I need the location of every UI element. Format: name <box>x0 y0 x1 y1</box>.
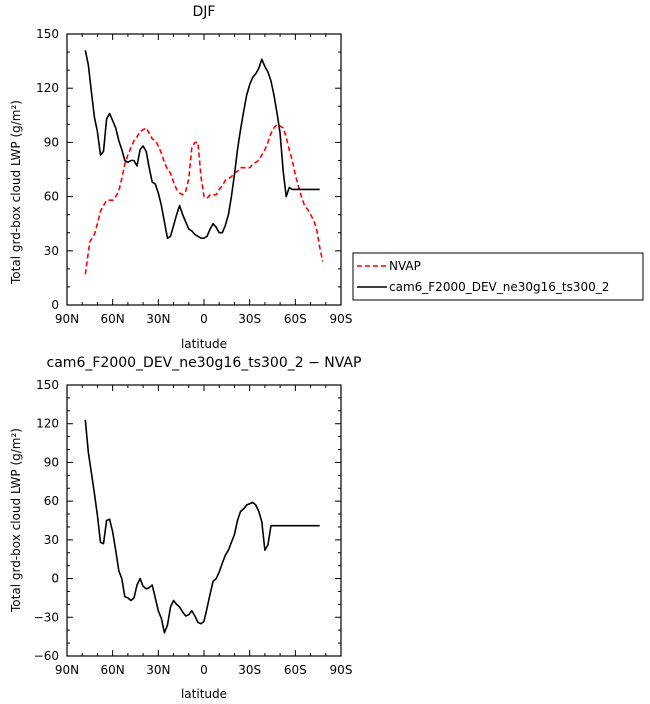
panel-1-x-ticks: 90N 60N 30N 0 30S 60S 90S <box>55 34 353 326</box>
panel-2-y-tick-label: −60 <box>34 649 59 663</box>
panel-1-title: DJF <box>193 4 216 20</box>
panel-1-series-line-1 <box>84 123 324 275</box>
panel-2-x-tick-label: 0 <box>200 663 208 677</box>
panel-2-y-tick-label: 150 <box>36 378 59 392</box>
panel-2-x-tick-label: 60S <box>284 663 307 677</box>
legend: NVAP cam6_F2000_DEV_ne30g16_ts300_2 <box>352 252 644 301</box>
panel-1-x-axis-label: latitude <box>181 337 227 351</box>
panel-1-y-axis-label: Total grd-box cloud LWP (g/m²) <box>9 100 23 285</box>
panel-2-lines <box>84 419 320 634</box>
panel-1-x-tick-label: 60N <box>101 312 125 326</box>
panel-2-y-ticks: −60 −30 0 30 60 90 120 150 <box>34 378 341 663</box>
panel-1-y-tick-label: 150 <box>36 27 59 41</box>
panel-2-series-line-1 <box>84 419 320 634</box>
legend-nvap-label: NVAP <box>389 259 421 273</box>
panel-2-title: cam6_F2000_DEV_ne30g16_ts300_2 − NVAP <box>47 355 362 371</box>
panel-2-x-tick-label: 90S <box>330 663 353 677</box>
panel-1-series-line-2 <box>84 50 320 239</box>
panel-1-y-tick-label: 60 <box>44 190 59 204</box>
panel-2-x-tick-label: 90N <box>55 663 79 677</box>
panel-1-y-tick-label: 0 <box>51 298 59 312</box>
panel-2: cam6_F2000_DEV_ne30g16_ts300_2 − NVAP −6… <box>9 355 361 701</box>
legend-cam6-label: cam6_F2000_DEV_ne30g16_ts300_2 <box>389 280 609 294</box>
panel-1-x-tick-label: 30N <box>146 312 170 326</box>
panel-2-y-tick-label: 60 <box>44 494 59 508</box>
panel-1-y-tick-label: 120 <box>36 81 59 95</box>
panel-2-x-tick-label: 30S <box>238 663 261 677</box>
panel-2-x-tick-label: 60N <box>101 663 125 677</box>
panel-2-y-tick-label: −30 <box>34 610 59 624</box>
legend-box <box>352 252 644 301</box>
panel-2-y-axis-label: Total grd-box cloud LWP (g/m²) <box>9 428 23 613</box>
panel-1: DJF 0 30 60 90 120 150 90N 60N 30N 0 30S 60S 90S la… <box>9 4 352 351</box>
panel-1-y-ticks: 0 30 60 90 120 150 <box>36 27 341 312</box>
panel-2-x-axis-label: latitude <box>181 687 227 701</box>
panel-1-y-tick-label: 90 <box>44 135 59 149</box>
panel-1-x-tick-label: 90N <box>55 312 79 326</box>
panel-2-y-tick-label: 90 <box>44 455 59 469</box>
panel-2-y-tick-label: 30 <box>44 533 59 547</box>
panel-2-x-ticks: 90N 60N 30N 0 30S 60S 90S <box>55 385 353 677</box>
panel-1-x-tick-label: 30S <box>238 312 261 326</box>
panel-2-y-tick-label: 120 <box>36 417 59 431</box>
panel-2-y-tick-label: 0 <box>51 572 59 586</box>
panel-1-x-tick-label: 60S <box>284 312 307 326</box>
panel-1-y-tick-label: 30 <box>44 244 59 258</box>
panel-2-x-tick-label: 30N <box>146 663 170 677</box>
panel-1-lines <box>84 50 324 275</box>
panel-1-plot-frame <box>66 33 342 306</box>
panel-1-x-tick-label: 90S <box>330 312 353 326</box>
panel-1-x-tick-label: 0 <box>200 312 208 326</box>
